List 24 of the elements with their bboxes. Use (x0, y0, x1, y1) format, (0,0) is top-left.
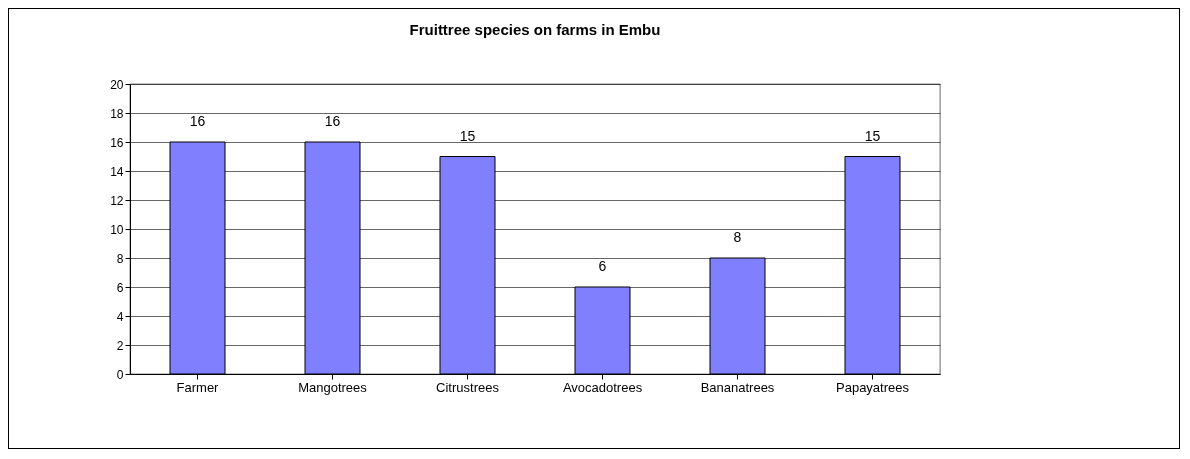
y-tick-label: 0 (116, 367, 124, 382)
data-label: 15 (864, 127, 881, 144)
data-label: 16 (324, 113, 341, 129)
data-label: 8 (733, 229, 742, 245)
y-tick-label: 6 (116, 280, 124, 295)
x-tick-label: Bananatrees (700, 379, 775, 395)
y-tick-label: 12 (110, 193, 124, 208)
y-tick-label: 16 (110, 135, 124, 150)
x-tick-label: Farmer (176, 379, 220, 395)
y-tick-label: 20 (110, 77, 124, 92)
x-tick-label: Mangotrees (298, 379, 368, 395)
y-tick-label: 10 (110, 222, 124, 237)
data-label: 15 (459, 127, 476, 144)
y-tick-label: 18 (110, 106, 124, 121)
x-tick-label: Avocadotrees (562, 379, 643, 395)
y-tick-label: 2 (116, 338, 124, 353)
x-tick-label: Citrustrees (436, 379, 500, 395)
data-label: 16 (189, 113, 206, 129)
x-tick-label: Papayatrees (836, 379, 910, 395)
y-tick-label: 14 (110, 164, 124, 179)
y-tick-label: 8 (116, 251, 124, 266)
data-label: 6 (598, 258, 607, 274)
chart-title: Fruittree species on farms in Embu (409, 21, 661, 38)
y-tick-label: 4 (116, 309, 124, 324)
